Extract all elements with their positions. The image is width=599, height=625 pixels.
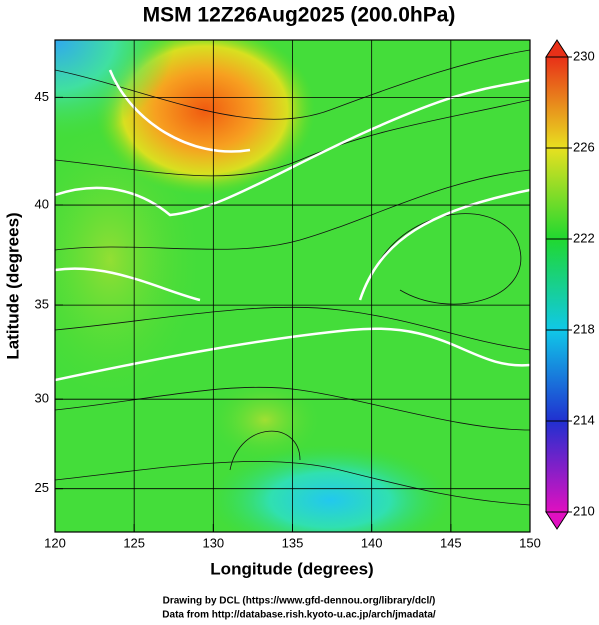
credit-note: Data from http://database.rish.kyoto-u.a… — [162, 610, 436, 621]
colorbar-tick-label: 230 — [573, 48, 595, 63]
y-axis-label: Latitude (degrees) — [3, 212, 22, 359]
y-tick-label: 30 — [35, 391, 49, 406]
credit-note: Drawing by DCL (https://www.gfd-dennou.o… — [163, 596, 436, 607]
y-tick-label: 45 — [35, 89, 49, 104]
colorbar-bottom-arrow — [545, 511, 569, 530]
colorbar-tick-label: 214 — [573, 412, 595, 427]
map-title: MSM 12Z26Aug2025 (200.0hPa) — [143, 4, 456, 27]
x-tick-label: 125 — [123, 535, 145, 550]
x-tick-label: 150 — [519, 535, 541, 550]
colorbar-tick-label: 218 — [573, 321, 595, 336]
y-tick-label: 40 — [35, 196, 49, 211]
colorbar-tick-label: 226 — [573, 139, 595, 154]
x-tick-label: 135 — [282, 535, 304, 550]
x-tick-label: 145 — [440, 535, 462, 550]
x-tick-label: 120 — [44, 535, 66, 550]
x-tick-label: 140 — [361, 535, 383, 550]
colorbar-tick-label: 222 — [573, 230, 595, 245]
y-tick-label: 35 — [35, 297, 49, 312]
field — [55, 40, 530, 532]
y-tick-label: 25 — [35, 480, 49, 495]
x-tick-label: 130 — [202, 535, 224, 550]
x-axis-label: Longitude (degrees) — [210, 559, 373, 578]
colorbar-tick-label: 210 — [573, 503, 595, 518]
colorbar-top-arrow — [545, 39, 569, 58]
colorbar — [545, 56, 569, 513]
